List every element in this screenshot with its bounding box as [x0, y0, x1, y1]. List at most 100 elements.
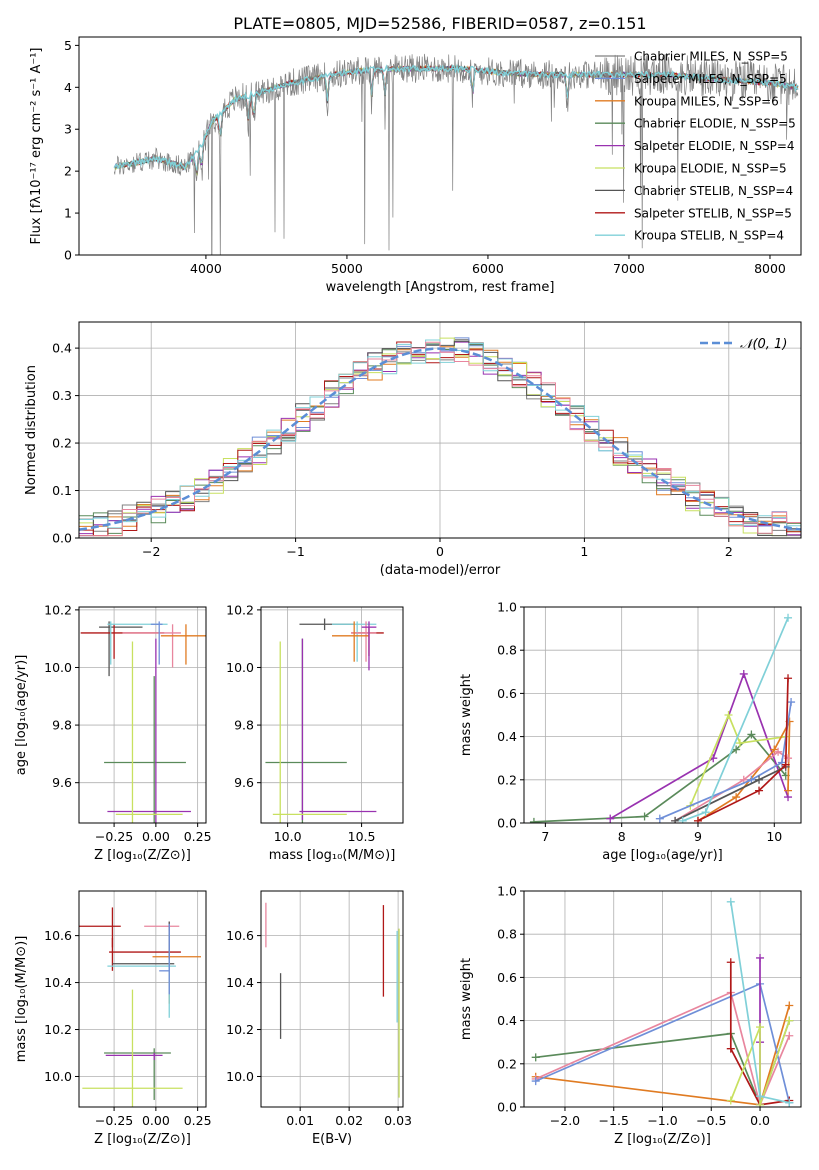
y-tick-label: 10.2 [226, 602, 254, 617]
y-tick-label: 0.0 [497, 816, 517, 831]
axes-frame [260, 890, 404, 1108]
y-tick-label: 9.8 [234, 718, 254, 733]
legend-label: Salpeter ELODIE, N_SSP=4 [634, 139, 795, 153]
y-tick-label: 10.2 [44, 1022, 72, 1037]
age-vs-mass-panel: 10.0 10.5 9.6 9.8 10.0 10.2 mass [log₁₀(M/M⊙)] [226, 602, 404, 863]
spectrum-legend: Chabrier MILES, N_SSP=5 Salpeter MILES, N… [595, 50, 796, 243]
mass-weight-line [674, 750, 789, 822]
x-tick-label: 4000 [190, 261, 222, 276]
mass-weight-marker [531, 1077, 540, 1086]
mass-weight-marker [531, 1053, 540, 1062]
mass-weight-marker [529, 817, 538, 823]
mass-weight-marker [701, 808, 710, 817]
y-tick-label: 10.4 [226, 975, 254, 990]
mass-weight-line [659, 701, 792, 820]
residuals-panel: −2 −1 0 1 2 0.0 0.1 0.2 0.3 0.4 (data-model)/error… [24, 321, 802, 578]
y-tick-label: 0.3 [52, 388, 72, 403]
mass-weight-marker [726, 958, 735, 967]
best-fit-spectrum-line [113, 63, 799, 171]
mass-weight-marker [785, 1031, 794, 1040]
y-tick-label: 0.8 [497, 927, 517, 942]
y-axis-label: mass weight [459, 674, 474, 756]
x-tick-label: 0.00 [142, 829, 170, 844]
y-tick-label: 0.8 [497, 643, 517, 658]
y-tick-label: 2 [64, 164, 72, 179]
y-tick-label: 0.2 [497, 772, 517, 787]
x-tick-label: 5000 [331, 261, 363, 276]
mass-weight-marker [678, 816, 687, 823]
mass-weight-marker [726, 1096, 735, 1105]
mass-weight-line [730, 1020, 791, 1106]
mass-vs-EBV-panel: 0.01 0.02 0.03 10.0 10.2 10.4 10.6 E(B-V) [226, 890, 412, 1147]
weight-vs-Z-plot-area [531, 897, 794, 1107]
x-tick-label: −2.0 [550, 1113, 580, 1128]
y-tick-label: 0.6 [497, 970, 517, 985]
y-tick-label: 0.4 [497, 729, 517, 744]
age-vs-Z-panel: −0.25 0.00 0.25 9.6 9.8 10.0 10.2 Z [log₁₀(Z/Z⊙… [14, 602, 212, 863]
legend-label: Salpeter MILES, N_SSP=5 [634, 72, 787, 86]
x-tick-label: 7000 [613, 261, 645, 276]
spectrum-panel: 4000 5000 6000 7000 8000 0 1 2 3 4 5 wavelength [An… [29, 36, 802, 295]
x-tick-label: 0.0 [750, 1113, 770, 1128]
residual-histogram [79, 341, 801, 537]
residuals-plot-area [79, 337, 801, 537]
y-tick-label: 5 [64, 38, 72, 53]
x-tick-label: −0.25 [95, 829, 133, 844]
mass-weight-marker [756, 1100, 765, 1107]
spectrum-plot-area [113, 53, 799, 255]
mass-weight-marker [747, 730, 756, 739]
mass-weight-marker [784, 613, 793, 622]
y-tick-label: 10.0 [226, 1069, 254, 1084]
y-tick-label: 0 [64, 248, 72, 263]
mass-weight-line [697, 678, 789, 822]
y-axis-label: age [log₁₀(age/yr)] [14, 655, 29, 776]
y-tick-label: 9.6 [234, 775, 254, 790]
y-tick-label: 0.0 [497, 1100, 517, 1115]
mass-weight-marker [785, 1001, 794, 1010]
mass-weight-marker [785, 1098, 794, 1107]
mass-weight-line [533, 733, 787, 823]
mass-weight-marker [693, 816, 702, 823]
mass-weight-marker [781, 760, 790, 769]
axes-frame [78, 36, 802, 256]
mass-weight-marker [747, 775, 756, 784]
mass-weight-marker [726, 897, 735, 906]
y-tick-label: 0.2 [52, 436, 72, 451]
y-tick-label: 10.4 [44, 975, 72, 990]
mass-weight-marker [732, 745, 741, 754]
x-tick-label: 0.02 [335, 1113, 363, 1128]
y-tick-label: 0.1 [52, 483, 72, 498]
mass-weight-marker [640, 812, 649, 821]
y-tick-label: 1.0 [497, 600, 517, 615]
mass-weight-marker [756, 953, 765, 962]
y-tick-label: 10.2 [44, 602, 72, 617]
legend-label: Kroupa MILES, N_SSP=6 [634, 94, 779, 108]
gaussian-curve [79, 347, 801, 531]
x-axis-label: mass [log₁₀(M/M⊙)] [269, 848, 396, 863]
mass-vs-Z-panel: −0.25 0.00 0.25 10.0 10.2 10.4 10.6 Z [log₁₀(Z/… [14, 890, 212, 1147]
mass-weight-line [535, 991, 791, 1107]
legend-label: Kroupa STELIB, N_SSP=4 [634, 229, 784, 243]
y-tick-label: 0.4 [497, 1013, 517, 1028]
x-tick-label: 7 [541, 829, 549, 844]
y-tick-label: 0.2 [497, 1056, 517, 1071]
x-axis-label: (data-model)/error [380, 563, 501, 578]
y-axis-label: Normed distribution [24, 365, 39, 495]
legend-label: Chabrier MILES, N_SSP=5 [634, 50, 788, 64]
mass-weight-marker [755, 786, 764, 795]
x-tick-label: 9 [694, 829, 702, 844]
x-axis-label: Z [log₁₀(Z/Z⊙)] [94, 848, 191, 863]
weight-vs-age-plot-area [529, 613, 796, 823]
x-tick-label: −2 [142, 544, 160, 559]
mass-weight-marker [671, 816, 680, 823]
mass-weight-marker [655, 814, 664, 823]
mass-weight-marker [774, 747, 783, 756]
y-tick-label: 10.6 [226, 928, 254, 943]
legend-label: Kroupa ELODIE, N_SSP=5 [634, 162, 787, 176]
y-tick-label: 3 [64, 122, 72, 137]
legend-label: Salpeter STELIB, N_SSP=5 [634, 206, 792, 220]
y-axis-label: mass weight [459, 958, 474, 1040]
y-axis-label: mass [log₁₀(M/M⊙)] [14, 936, 29, 1063]
x-tick-label: −1.5 [599, 1113, 629, 1128]
y-tick-label: 0.6 [497, 686, 517, 701]
